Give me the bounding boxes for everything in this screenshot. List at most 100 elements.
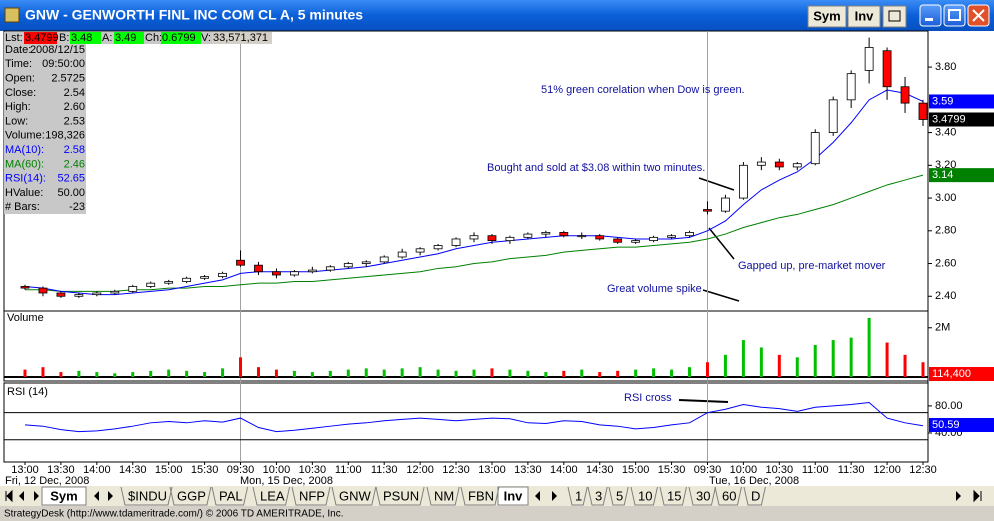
rsi-badge <box>929 418 994 432</box>
quote-box <box>24 32 57 44</box>
interval-tab[interactable] <box>743 486 766 506</box>
symbol-tab[interactable] <box>331 486 377 506</box>
symbol-tab[interactable] <box>291 486 331 506</box>
maximize-button[interactable] <box>943 4 966 27</box>
volume-bar <box>616 370 620 377</box>
interval-tab[interactable] <box>714 486 742 506</box>
symbol-tab-label[interactable]: GNW <box>339 488 372 503</box>
nav-next[interactable] <box>956 491 961 501</box>
nav-prev[interactable] <box>535 491 540 501</box>
data-label: Date: <box>5 44 31 56</box>
x-tick-label: 12:30 <box>442 464 470 476</box>
candle-body <box>92 292 102 296</box>
volume-bar <box>741 340 745 377</box>
symbol-tab-label[interactable]: $INDU <box>128 488 167 503</box>
volume-bar <box>472 369 476 377</box>
x-tick-label: 11:00 <box>802 464 829 476</box>
interval-tab[interactable] <box>659 486 687 506</box>
y-tick-label: 2.40 <box>935 290 956 302</box>
volume-bar <box>77 370 81 377</box>
interval-tab-label[interactable]: 10 <box>638 488 652 503</box>
interval-tab-label[interactable]: 60 <box>722 488 736 503</box>
volume-bar <box>885 342 889 377</box>
sym-button-label[interactable]: Sym <box>813 8 840 23</box>
annotation-arrow <box>702 289 740 302</box>
footer: StrategyDesk (http://www.tdameritrade.co… <box>4 509 344 520</box>
candle-body <box>74 294 84 297</box>
symbol-tab-label[interactable]: PSUN <box>383 488 419 503</box>
x-tick-label: 10:00 <box>730 464 758 476</box>
symbol-tab[interactable] <box>120 486 173 506</box>
nav-next[interactable] <box>108 491 113 501</box>
symbol-tab-label[interactable]: FBN <box>468 488 494 503</box>
sym-tab[interactable] <box>41 486 87 506</box>
candle-body <box>415 248 425 253</box>
candle-body <box>469 235 479 240</box>
sym-button[interactable] <box>807 5 847 28</box>
minimize-button[interactable] <box>919 4 942 27</box>
nav-prev[interactable] <box>19 491 24 501</box>
symbol-tab-label[interactable]: GGP <box>177 488 206 503</box>
candle-body <box>397 251 407 258</box>
interval-tab-label[interactable]: 30 <box>696 488 710 503</box>
symbol-tab[interactable] <box>426 486 460 506</box>
interval-tab-label[interactable]: 15 <box>667 488 681 503</box>
candle-body <box>128 286 138 292</box>
symbol-tab[interactable] <box>211 486 249 506</box>
volume-bar <box>185 370 189 377</box>
candle-body <box>864 47 874 71</box>
data-value: 2008/12/15 <box>30 44 85 56</box>
annotation-arrow <box>698 177 735 191</box>
symbol-tab-label[interactable]: NFP <box>299 488 325 503</box>
inv-tab-label[interactable]: Inv <box>504 488 524 503</box>
nav-next[interactable] <box>34 491 39 501</box>
inv-button[interactable] <box>847 5 881 28</box>
nav-prev[interactable] <box>94 491 99 501</box>
volume-bar <box>203 372 207 377</box>
data-label: Time: <box>5 58 32 70</box>
options-icon <box>888 10 901 22</box>
candle-body <box>541 232 551 235</box>
data-label: MA(10): <box>5 144 44 156</box>
interval-tab[interactable] <box>630 486 658 506</box>
symbol-tab[interactable] <box>460 486 500 506</box>
maximize-icon <box>948 9 961 21</box>
interval-tab[interactable] <box>688 486 716 506</box>
options-button[interactable] <box>882 5 907 28</box>
volume-bar <box>382 369 386 377</box>
inv-tab[interactable] <box>497 486 529 506</box>
volume-bar <box>580 369 584 377</box>
candle-body <box>918 102 928 120</box>
symbol-tab[interactable] <box>169 486 212 506</box>
symbol-tab[interactable] <box>375 486 425 506</box>
data-value: 50.00 <box>57 187 85 199</box>
symbol-tab[interactable] <box>252 486 291 506</box>
x-tick-label: 13:00 <box>11 464 39 476</box>
nav-first[interactable] <box>5 489 13 503</box>
interval-tab-label[interactable]: D <box>751 488 760 503</box>
interval-tab-label[interactable]: 3 <box>595 488 602 503</box>
interval-tab-label[interactable]: 5 <box>616 488 623 503</box>
symbol-tab-label[interactable]: LEA <box>260 488 285 503</box>
symbol-tab-label[interactable]: PAL <box>219 488 243 503</box>
candle-body <box>325 266 335 271</box>
price-badge-label: 3.4799 <box>932 113 966 125</box>
quote-box <box>212 32 272 44</box>
inv-button-label[interactable]: Inv <box>855 8 875 23</box>
volume-bar <box>831 340 835 377</box>
symbol-tab-label[interactable]: NM <box>434 488 454 503</box>
data-label: MA(60): <box>5 158 44 170</box>
candle-body <box>577 235 587 238</box>
annotation: RSI cross <box>624 392 672 404</box>
interval-tab[interactable] <box>567 486 588 506</box>
data-label: Close: <box>5 87 36 99</box>
candle-body <box>451 238 461 246</box>
interval-tab[interactable] <box>608 486 629 506</box>
annotation: 51% green corelation when Dow is green. <box>541 84 745 96</box>
nav-next[interactable] <box>552 491 557 501</box>
interval-tab[interactable] <box>587 486 608 506</box>
interval-tab-label[interactable]: 1 <box>575 488 582 503</box>
x-tick-label: 15:00 <box>155 464 183 476</box>
nav-last[interactable] <box>973 489 982 503</box>
sym-tab-label[interactable]: Sym <box>50 488 77 503</box>
